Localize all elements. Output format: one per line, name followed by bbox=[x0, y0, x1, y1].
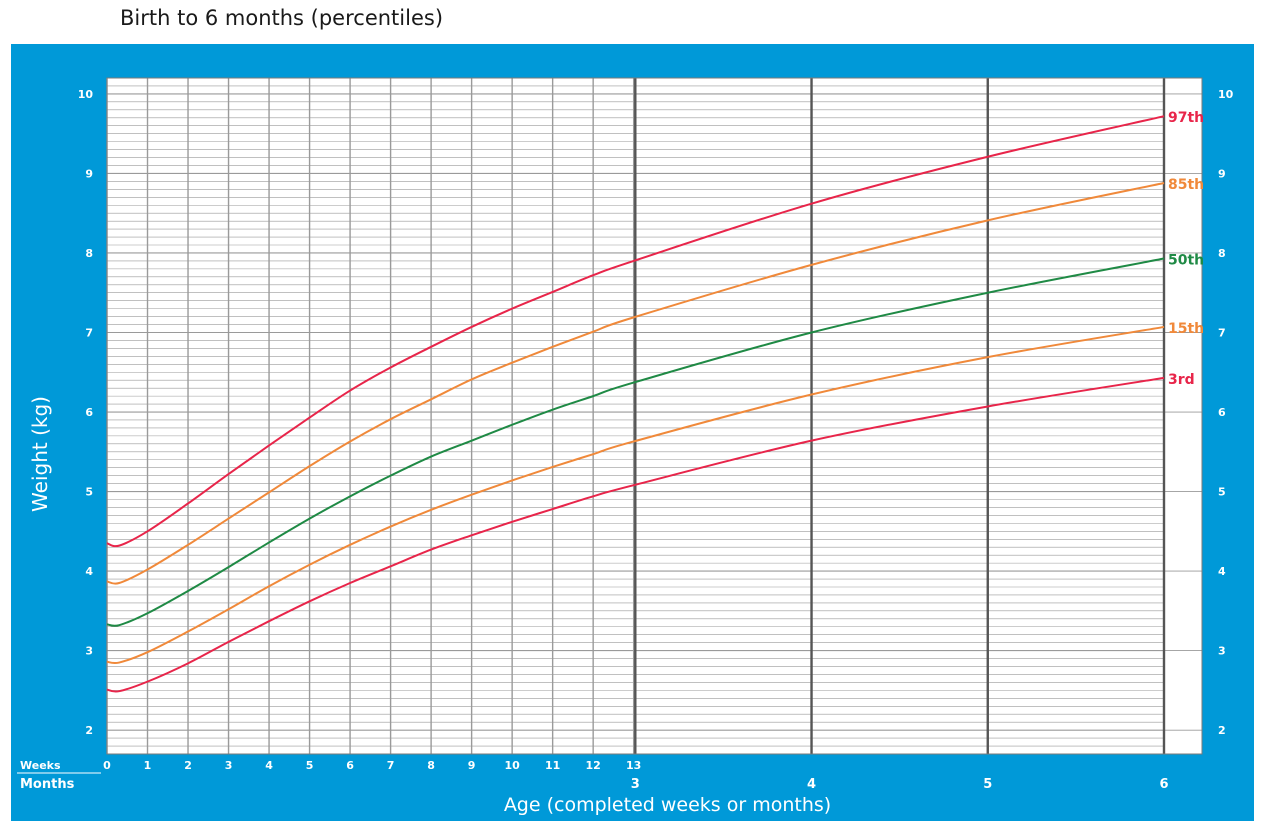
x-tick-label-week: 7 bbox=[387, 759, 395, 772]
y-tick-label-left: 2 bbox=[85, 724, 93, 737]
curve-label-3rd: 3rd bbox=[1168, 372, 1195, 388]
x-tick-label-week: 13 bbox=[626, 759, 641, 772]
y-tick-label-right: 4 bbox=[1218, 565, 1226, 578]
grid-lines bbox=[106, 77, 1203, 755]
x-tick-label-week: 3 bbox=[225, 759, 233, 772]
curve-label-97th: 97th bbox=[1168, 110, 1204, 126]
curve-label-85th: 85th bbox=[1168, 177, 1204, 193]
chart-panel: 97th 85th 50th 15th 3rd 2 2 3 3 4 4 5 5 6 6 7 7 8 8 9 9 10 10… bbox=[11, 44, 1254, 821]
percentile-curves bbox=[106, 115, 1165, 693]
x-tick-label-week: 2 bbox=[184, 759, 192, 772]
x-tick-label-month: 3 bbox=[631, 777, 640, 792]
x-tick-label-week: 4 bbox=[265, 759, 273, 772]
y-tick-label-right: 2 bbox=[1218, 724, 1226, 737]
curve-15th bbox=[106, 325, 1165, 665]
x-tick-label-week: 0 bbox=[103, 759, 111, 772]
months-axis-label: Months bbox=[20, 777, 75, 792]
y-tick-label-right: 5 bbox=[1218, 486, 1226, 499]
curve-97th bbox=[106, 115, 1165, 548]
y-tick-label-left: 8 bbox=[85, 247, 93, 260]
x-tick-label-week: 5 bbox=[306, 759, 314, 772]
curve-85th bbox=[106, 182, 1165, 585]
x-tick-label-week: 1 bbox=[144, 759, 152, 772]
y-tick-label-right: 9 bbox=[1218, 167, 1226, 180]
y-tick-label-left: 9 bbox=[85, 167, 93, 180]
y-tick-label-right: 7 bbox=[1218, 326, 1226, 339]
y-tick-label-right: 6 bbox=[1218, 406, 1226, 419]
x-tick-label-week: 9 bbox=[468, 759, 476, 772]
x-tick-label-month: 6 bbox=[1159, 777, 1168, 792]
y-tick-label-right: 3 bbox=[1218, 645, 1226, 658]
x-tick-label-week: 8 bbox=[427, 759, 435, 772]
y-tick-label-left: 3 bbox=[85, 645, 93, 658]
curve-3rd bbox=[106, 376, 1165, 693]
y-tick-label-left: 7 bbox=[85, 326, 93, 339]
y-tick-label-left: 5 bbox=[85, 486, 93, 499]
x-tick-label-week: 11 bbox=[545, 759, 560, 772]
page-title: Birth to 6 months (percentiles) bbox=[120, 6, 444, 30]
x-tick-label-week: 12 bbox=[586, 759, 601, 772]
y-axis-label: Weight (kg) bbox=[28, 396, 52, 512]
weeks-axis-label: Weeks bbox=[20, 759, 61, 772]
x-axis-label: Age (completed weeks or months) bbox=[504, 794, 831, 816]
plot-border bbox=[106, 77, 1203, 755]
axis-ticks: 2 23 34 45 56 67 78 89 910 100 1 2 3 4 5 6 7 8 9 10 11 12 133 4… bbox=[78, 88, 1234, 792]
y-tick-label-left: 6 bbox=[85, 406, 93, 419]
curve-50th bbox=[106, 257, 1165, 627]
y-tick-label-left: 10 bbox=[78, 88, 94, 101]
curve-label-50th: 50th bbox=[1168, 253, 1204, 269]
curve-label-15th: 15th bbox=[1168, 321, 1204, 337]
y-tick-label-right: 10 bbox=[1218, 88, 1234, 101]
curve-labels: 97th 85th 50th 15th 3rd bbox=[1168, 110, 1204, 388]
x-tick-label-month: 4 bbox=[807, 777, 816, 792]
x-tick-label-week: 10 bbox=[504, 759, 520, 772]
y-tick-label-left: 4 bbox=[85, 565, 93, 578]
x-tick-label-month: 5 bbox=[983, 777, 992, 792]
x-tick-label-week: 6 bbox=[346, 759, 354, 772]
y-tick-label-right: 8 bbox=[1218, 247, 1226, 260]
plot-area bbox=[107, 78, 1202, 754]
